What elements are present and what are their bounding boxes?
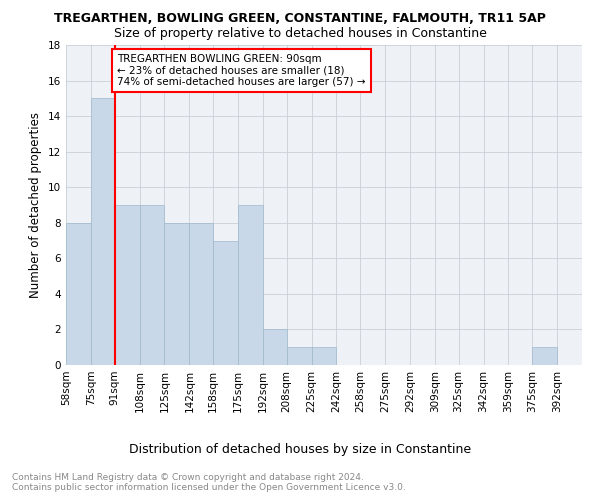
Y-axis label: Number of detached properties: Number of detached properties [29, 112, 43, 298]
Text: Distribution of detached houses by size in Constantine: Distribution of detached houses by size … [129, 442, 471, 456]
Bar [66, 223, 91, 365]
Bar [91, 98, 115, 365]
Text: TREGARTHEN BOWLING GREEN: 90sqm
← 23% of detached houses are smaller (18)
74% of: TREGARTHEN BOWLING GREEN: 90sqm ← 23% of… [118, 54, 366, 87]
Bar [287, 347, 311, 365]
Text: TREGARTHEN, BOWLING GREEN, CONSTANTINE, FALMOUTH, TR11 5AP: TREGARTHEN, BOWLING GREEN, CONSTANTINE, … [54, 12, 546, 26]
Bar [532, 347, 557, 365]
Text: Size of property relative to detached houses in Constantine: Size of property relative to detached ho… [113, 28, 487, 40]
Bar [140, 205, 164, 365]
Text: Contains HM Land Registry data © Crown copyright and database right 2024.
Contai: Contains HM Land Registry data © Crown c… [12, 472, 406, 492]
Bar [238, 205, 263, 365]
Bar [213, 240, 238, 365]
Bar [263, 330, 287, 365]
Bar [190, 223, 213, 365]
Bar [164, 223, 190, 365]
Bar [115, 205, 140, 365]
Bar [311, 347, 337, 365]
